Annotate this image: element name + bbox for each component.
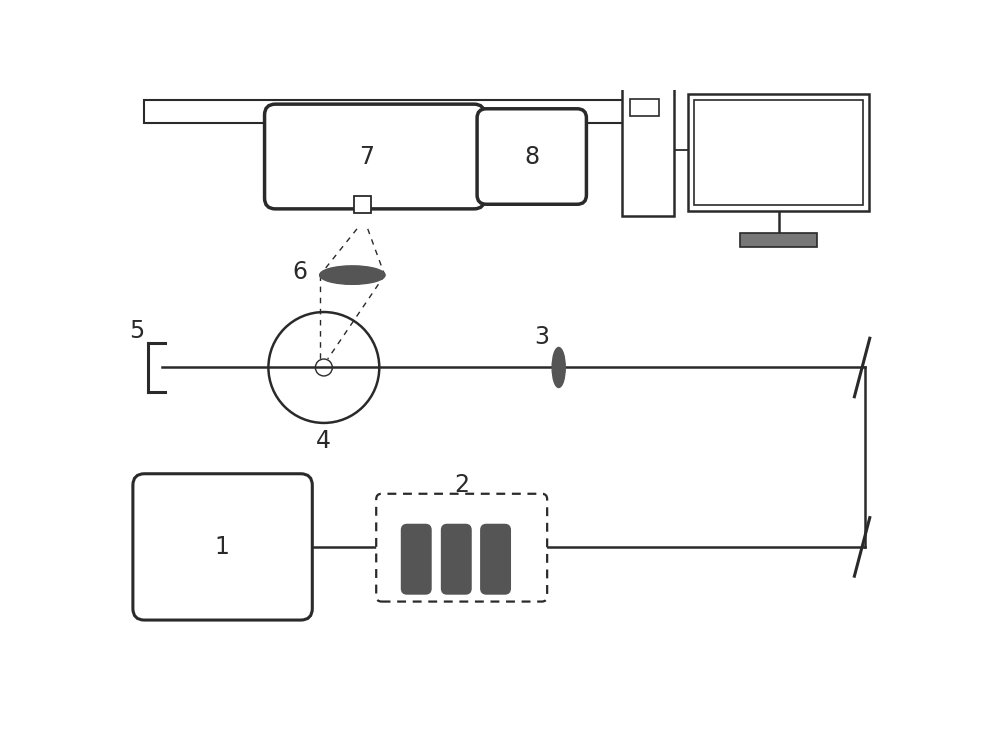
Bar [688, 94, 869, 211]
Text: 3: 3 [534, 325, 549, 348]
Text: 9: 9 [771, 141, 786, 165]
Ellipse shape [552, 348, 565, 387]
Bar [144, 100, 646, 123]
Bar [694, 100, 863, 205]
FancyBboxPatch shape [442, 524, 471, 594]
Bar [740, 233, 817, 247]
FancyBboxPatch shape [354, 195, 371, 213]
Text: 8: 8 [524, 145, 539, 169]
FancyBboxPatch shape [477, 109, 586, 204]
Text: 5: 5 [129, 319, 144, 342]
FancyBboxPatch shape [376, 494, 547, 601]
FancyBboxPatch shape [265, 104, 485, 209]
Ellipse shape [320, 266, 385, 284]
Text: 6: 6 [292, 260, 307, 284]
Text: 4: 4 [316, 429, 331, 453]
Text: 7: 7 [359, 145, 374, 169]
Text: 2: 2 [454, 473, 469, 498]
Text: 1: 1 [215, 535, 230, 559]
Bar [630, 98, 659, 116]
FancyBboxPatch shape [402, 524, 431, 594]
FancyBboxPatch shape [481, 524, 510, 594]
FancyBboxPatch shape [133, 474, 312, 620]
Bar [622, 84, 674, 216]
